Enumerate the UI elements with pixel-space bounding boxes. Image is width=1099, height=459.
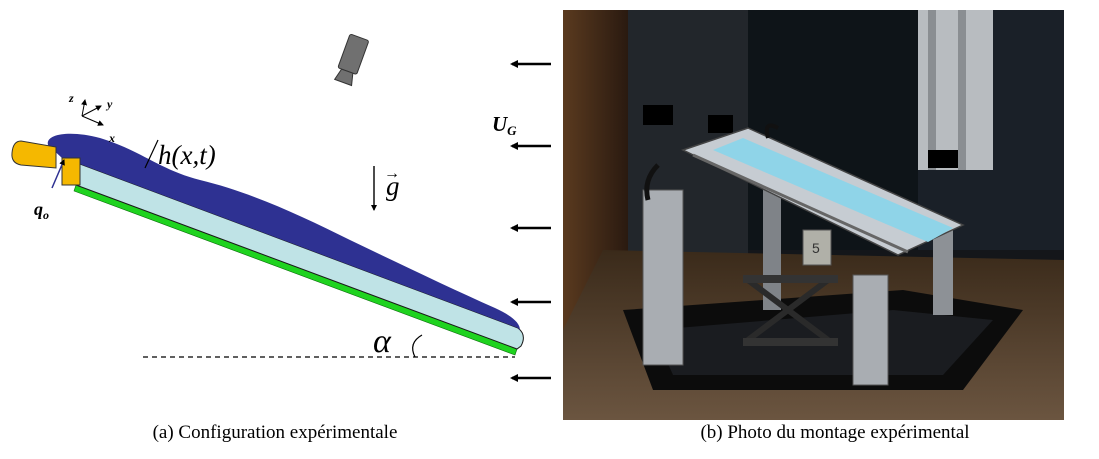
inclined-plate [75, 163, 524, 350]
axis-x-label: x [108, 131, 115, 145]
camera-icon [333, 33, 369, 87]
angle-label: α [373, 323, 392, 360]
gravity-label: g [386, 171, 400, 201]
green-base-strip [73, 184, 518, 356]
gravity-vector-mark: → [384, 165, 400, 182]
caption-panel-b: (b) Photo du montage expérimental [700, 422, 970, 443]
experimental-setup-diagram: qo z y x h(x,t) → g α UG [11, 33, 551, 382]
experiment-photo: 5 [563, 10, 1064, 420]
film-height-label: h(x,t) [158, 140, 216, 170]
flow-arrow [51, 159, 65, 189]
liquid-film [47, 133, 520, 330]
coordinate-axes: z y x [68, 91, 115, 145]
wind-arrows [510, 60, 551, 382]
axis-y-label: y [105, 97, 113, 111]
flow-rate-label: qo [34, 199, 49, 222]
axis-z-label: z [68, 91, 74, 105]
height-leader-line [144, 139, 159, 169]
feeder-pipe [11, 140, 57, 169]
wind-velocity-label: UG [492, 112, 517, 138]
angle-arc [412, 334, 423, 358]
photo-block-label: 5 [812, 240, 820, 256]
caption-panel-a: (a) Configuration expérimentale [152, 422, 398, 443]
feeder-block [61, 157, 81, 186]
